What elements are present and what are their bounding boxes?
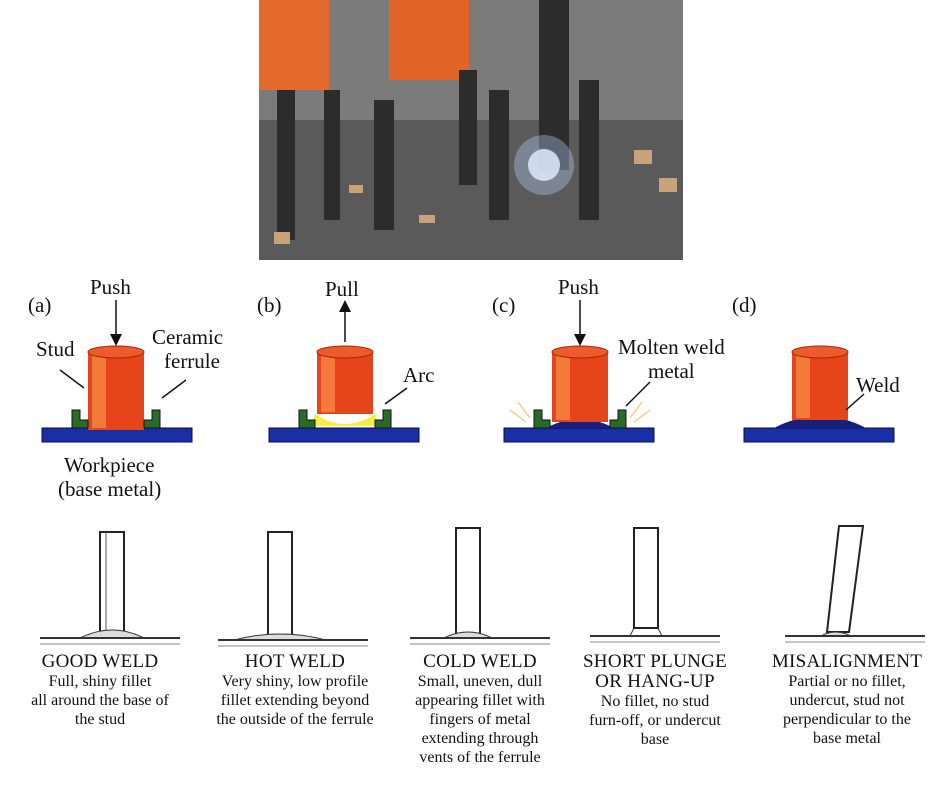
panel-c: (c) Push Molten weld metal: [480, 270, 725, 500]
arc-label: Arc: [403, 363, 435, 387]
force-label: Push: [90, 275, 131, 299]
hot-weld-sketch: [218, 531, 368, 647]
outcome-desc: extending through: [421, 730, 539, 747]
outcome-desc: Partial or no fillet,: [788, 673, 906, 690]
outcome-desc: Small, uneven, dull: [417, 673, 543, 690]
cold-weld-sketch: [410, 527, 550, 645]
outcome-title: MISALIGNMENT: [771, 651, 923, 672]
ferrule-label-2: ferrule: [164, 349, 220, 373]
panel-tag: (d): [732, 293, 757, 317]
panel-a: (a) Push Stud Ceramic ferrule Workpiece …: [0, 270, 245, 500]
outcome-title: SHORT PLUNGE: [582, 651, 728, 672]
outcome-desc: No fillet, no stud: [600, 693, 710, 710]
stud-diagram: [503, 300, 655, 443]
stud-diagram: [268, 300, 420, 443]
outcome-desc: base: [640, 731, 670, 748]
outcome-desc: all around the base of: [31, 692, 169, 709]
outcome-desc: Full, shiny fillet: [48, 673, 152, 690]
panel-tag: (c): [492, 293, 516, 317]
molten-label-1: Molten weld: [618, 335, 725, 359]
outcome-title: OR HANG-UP: [595, 671, 715, 692]
outcome-desc: the outside of the ferrule: [216, 711, 374, 728]
outcome-desc: the stud: [74, 711, 126, 728]
stud-diagram: [743, 345, 895, 443]
misalignment-caption: MISALIGNMENT Partial or no fillet, under…: [752, 652, 942, 748]
arc-glow: [311, 414, 379, 426]
panel-tag: (b): [257, 293, 282, 317]
base-metal-label: (base metal): [58, 477, 162, 501]
good-weld-caption: GOOD WELD Full, shiny fillet all around …: [10, 652, 190, 729]
panel-tag: (a): [28, 293, 52, 317]
short-plunge-caption: SHORT PLUNGE OR HANG-UP No fillet, no st…: [565, 652, 745, 749]
panel-d: (d) Weld: [720, 270, 950, 500]
outcome-desc: furn-off, or undercut: [589, 712, 721, 729]
outcome-desc: fillet extending beyond: [220, 692, 370, 709]
outcome-desc: appearing fillet with: [415, 692, 545, 709]
outcome-desc: undercut, stud not: [789, 692, 905, 709]
force-label: Push: [558, 275, 599, 299]
outcome-desc: base metal: [813, 730, 881, 747]
molten-label-2: metal: [648, 359, 695, 383]
good-weld-sketch: [40, 531, 180, 645]
panel-b: (b) Pull Arc: [245, 270, 480, 500]
workpiece-label: Workpiece: [64, 453, 155, 477]
outcome-desc: Very shiny, low profile: [221, 673, 369, 690]
misalignment-sketch: [785, 525, 925, 643]
stud-label: Stud: [36, 337, 75, 361]
hot-weld-caption: HOT WELD Very shiny, low profile fillet …: [195, 652, 395, 729]
short-plunge-sketch: [590, 527, 720, 643]
outcome-title: COLD WELD: [423, 651, 537, 672]
ferrule-label-1: Ceramic: [152, 325, 224, 349]
stud-diagram: [41, 300, 193, 443]
weld-label: Weld: [856, 373, 900, 397]
outcome-desc: vents of the ferrule: [419, 749, 541, 766]
outcome-desc: perpendicular to the: [783, 711, 911, 728]
cold-weld-caption: COLD WELD Small, uneven, dull appearing …: [395, 652, 565, 767]
outcome-title: HOT WELD: [244, 651, 346, 672]
outcome-desc: fingers of metal: [429, 711, 531, 728]
outcome-title: GOOD WELD: [41, 651, 159, 672]
stud-welding-photo: [259, 0, 683, 260]
force-label: Pull: [325, 277, 359, 301]
